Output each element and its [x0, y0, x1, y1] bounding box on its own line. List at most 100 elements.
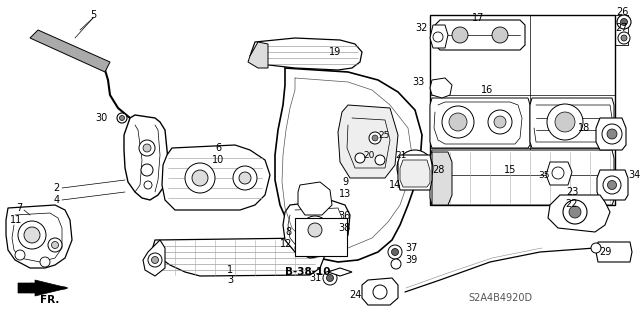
Circle shape [308, 223, 322, 237]
Polygon shape [298, 220, 332, 250]
Polygon shape [530, 98, 614, 148]
Polygon shape [18, 280, 68, 296]
Text: 12: 12 [280, 239, 292, 249]
Circle shape [391, 259, 401, 269]
Text: 11: 11 [10, 215, 22, 225]
Polygon shape [430, 150, 614, 205]
Text: 30: 30 [96, 113, 108, 123]
Circle shape [301, 216, 329, 244]
Circle shape [442, 106, 474, 138]
Circle shape [492, 27, 508, 43]
Circle shape [488, 110, 512, 134]
Circle shape [392, 249, 399, 256]
Circle shape [397, 150, 433, 186]
Circle shape [433, 32, 443, 42]
Text: 31: 31 [310, 273, 322, 283]
Polygon shape [250, 38, 362, 70]
Circle shape [607, 129, 617, 139]
Text: 32: 32 [415, 23, 428, 33]
Text: 9: 9 [342, 177, 348, 187]
Polygon shape [162, 145, 270, 210]
Text: 28: 28 [432, 165, 444, 175]
Polygon shape [6, 205, 72, 268]
Text: 36: 36 [338, 211, 350, 221]
Text: 1: 1 [227, 265, 233, 275]
Polygon shape [143, 240, 165, 276]
Circle shape [139, 140, 155, 156]
Text: 33: 33 [413, 77, 425, 87]
Text: 20: 20 [363, 151, 374, 160]
Circle shape [607, 181, 616, 189]
Circle shape [373, 285, 387, 299]
Circle shape [40, 257, 50, 267]
Text: 22: 22 [566, 199, 579, 209]
Circle shape [569, 206, 581, 218]
Text: 34: 34 [628, 170, 640, 180]
Polygon shape [30, 30, 110, 72]
Circle shape [120, 115, 125, 121]
Text: 17: 17 [472, 13, 484, 23]
Text: 2: 2 [54, 183, 60, 193]
Polygon shape [398, 155, 432, 190]
Text: 23: 23 [566, 187, 578, 197]
Polygon shape [596, 242, 632, 262]
Circle shape [547, 104, 583, 140]
Circle shape [18, 221, 46, 249]
Circle shape [152, 256, 159, 263]
Circle shape [117, 113, 127, 123]
Text: 27: 27 [616, 23, 628, 33]
Text: 18: 18 [578, 123, 590, 133]
Polygon shape [248, 42, 268, 68]
Polygon shape [152, 238, 325, 276]
Circle shape [618, 32, 630, 44]
Polygon shape [432, 152, 452, 205]
Circle shape [143, 144, 151, 152]
Circle shape [141, 164, 153, 176]
Text: B-38-10: B-38-10 [285, 267, 330, 277]
Text: 38: 38 [338, 223, 350, 233]
Circle shape [372, 135, 378, 141]
Text: 29: 29 [599, 247, 611, 257]
Circle shape [15, 250, 25, 260]
Circle shape [591, 243, 601, 253]
Circle shape [148, 253, 162, 267]
Circle shape [295, 243, 305, 253]
Text: 10: 10 [212, 155, 224, 165]
Text: 39: 39 [405, 255, 417, 265]
Polygon shape [283, 200, 350, 258]
Circle shape [51, 241, 58, 249]
Text: 24: 24 [349, 290, 362, 300]
Text: 16: 16 [481, 85, 493, 95]
Text: 21: 21 [395, 151, 406, 160]
Polygon shape [430, 98, 530, 148]
Text: 6: 6 [215, 143, 221, 153]
Circle shape [24, 227, 40, 243]
Polygon shape [430, 78, 452, 98]
Circle shape [192, 170, 208, 186]
Text: 14: 14 [389, 180, 401, 190]
Circle shape [555, 112, 575, 132]
Circle shape [369, 132, 381, 144]
Circle shape [48, 238, 62, 252]
Circle shape [388, 245, 402, 259]
Polygon shape [298, 182, 332, 215]
Text: 7: 7 [16, 203, 22, 213]
Polygon shape [435, 20, 525, 50]
Circle shape [239, 172, 251, 184]
Text: 8: 8 [286, 227, 292, 237]
Circle shape [621, 35, 627, 41]
Text: 5: 5 [90, 10, 96, 20]
Polygon shape [430, 25, 448, 48]
Circle shape [185, 163, 215, 193]
Text: 19: 19 [329, 47, 341, 57]
Circle shape [602, 124, 622, 144]
Text: 37: 37 [405, 243, 417, 253]
Circle shape [494, 116, 506, 128]
Circle shape [552, 167, 564, 179]
Text: 26: 26 [616, 7, 628, 17]
Polygon shape [362, 278, 398, 305]
Circle shape [233, 166, 257, 190]
Circle shape [621, 19, 627, 26]
Polygon shape [548, 195, 610, 232]
Polygon shape [275, 68, 422, 262]
